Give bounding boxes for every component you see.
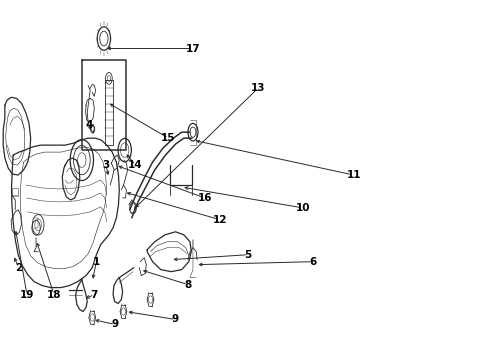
- Text: 17: 17: [186, 44, 200, 54]
- Text: 19: 19: [20, 289, 34, 300]
- Text: 16: 16: [197, 193, 212, 203]
- Text: 15: 15: [161, 133, 175, 143]
- Text: 9: 9: [112, 319, 119, 329]
- Text: 10: 10: [295, 203, 310, 213]
- Text: 13: 13: [250, 84, 265, 93]
- Text: 7: 7: [91, 289, 98, 300]
- Text: 4: 4: [86, 120, 93, 130]
- Text: 18: 18: [47, 289, 61, 300]
- Text: 3: 3: [102, 160, 110, 170]
- Text: 12: 12: [213, 215, 228, 225]
- Text: 1: 1: [93, 257, 100, 267]
- Text: 8: 8: [184, 280, 192, 289]
- Text: 9: 9: [172, 314, 179, 324]
- Text: 6: 6: [309, 257, 317, 267]
- Text: 14: 14: [128, 160, 143, 170]
- Text: 11: 11: [346, 170, 361, 180]
- Text: 5: 5: [245, 250, 252, 260]
- Text: 2: 2: [15, 263, 22, 273]
